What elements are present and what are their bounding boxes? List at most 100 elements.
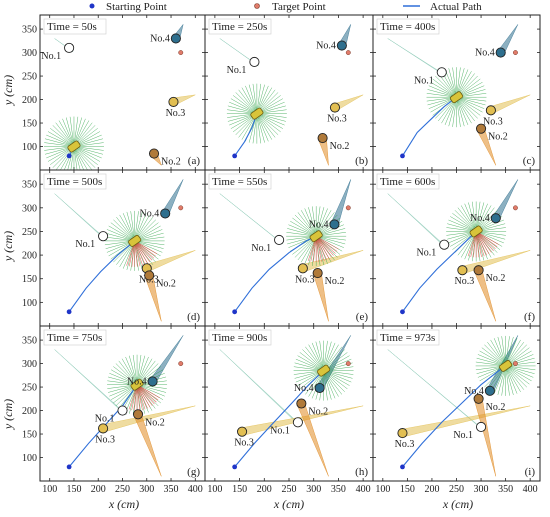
danger-ray bbox=[315, 236, 322, 262]
sensing-ray bbox=[110, 369, 138, 385]
obstacle-no1 bbox=[439, 239, 450, 250]
y-tick-label: 250 bbox=[22, 227, 37, 238]
start-point bbox=[400, 464, 405, 470]
sensing-ray bbox=[125, 356, 138, 385]
target-point bbox=[345, 361, 351, 367]
sensing-ray bbox=[115, 363, 138, 385]
time-box bbox=[208, 173, 272, 190]
time-box bbox=[376, 18, 440, 35]
sensing-ray bbox=[73, 146, 90, 173]
x-tick-label: 400 bbox=[523, 484, 538, 495]
obstacle-label: No.1 bbox=[251, 243, 271, 254]
obstacle-no3 bbox=[457, 265, 468, 276]
y-tick-label: 100 bbox=[22, 298, 37, 309]
obstacle-no2 bbox=[144, 270, 155, 281]
time-box bbox=[376, 329, 440, 346]
sensing-ray bbox=[452, 67, 457, 98]
y-tick-label: 300 bbox=[22, 203, 37, 214]
sensing-ray bbox=[69, 116, 75, 147]
sensing-ray bbox=[305, 346, 324, 371]
sensing-ray bbox=[256, 113, 285, 126]
danger-ray bbox=[316, 235, 338, 252]
sensing-ray bbox=[73, 146, 93, 171]
robot bbox=[67, 140, 81, 153]
obstacle-no1 bbox=[98, 231, 109, 242]
sensing-ray bbox=[505, 365, 525, 390]
panels-group: 100 150 200 250 300 350 No.1 No.4 No.3 No.2 Time =… bbox=[22, 14, 541, 495]
obstacle-label: No.2 bbox=[325, 276, 345, 287]
obstacle-label: No.1 bbox=[41, 51, 61, 62]
x-tick-label: 350 bbox=[331, 484, 346, 495]
y-axis-label-middle: y (cm) bbox=[1, 231, 15, 262]
obstacle-label: No.1 bbox=[270, 425, 290, 436]
sensing-ray bbox=[121, 358, 138, 385]
obstacle-no3 bbox=[397, 428, 408, 439]
robot-body bbox=[309, 230, 323, 243]
obstacle-label: No.3 bbox=[166, 108, 186, 119]
robot-body bbox=[469, 225, 483, 238]
y-tick-label: 200 bbox=[22, 251, 37, 262]
robot-body bbox=[317, 364, 331, 377]
obstacle-label: No.2 bbox=[161, 157, 181, 168]
obstacle-label: No.3 bbox=[234, 438, 254, 449]
obstacle-no4 bbox=[314, 382, 325, 394]
obstacle-label: No.4 bbox=[309, 219, 329, 230]
danger-ray bbox=[475, 231, 492, 253]
panel-letter: (e) bbox=[356, 311, 369, 323]
danger-ray bbox=[136, 384, 160, 398]
sensing-ray bbox=[55, 122, 75, 147]
obstacle-label: No.3 bbox=[327, 114, 347, 125]
danger-ray bbox=[475, 231, 482, 257]
x-tick-label: 200 bbox=[424, 484, 439, 495]
sensing-ray bbox=[308, 207, 317, 237]
panel-letter: (a) bbox=[188, 155, 201, 167]
danger-ray bbox=[475, 231, 494, 251]
sensing-ray bbox=[256, 113, 276, 138]
sensing-ray bbox=[323, 370, 345, 392]
sensing-ray bbox=[505, 365, 518, 394]
sensing-ray bbox=[428, 85, 457, 98]
obstacle-label: No.3 bbox=[95, 434, 115, 445]
legend-target-marker bbox=[254, 3, 260, 9]
sensing-ray bbox=[292, 217, 317, 237]
obstacle-label: No.4 bbox=[475, 48, 495, 59]
legend-start-marker bbox=[89, 3, 95, 9]
obstacle-no3 bbox=[98, 423, 109, 434]
panel-frame bbox=[204, 169, 374, 327]
actual-path bbox=[234, 370, 324, 468]
sensing-ray bbox=[52, 125, 75, 147]
obstacle-no3 bbox=[237, 426, 248, 437]
obstacle-label: No.4 bbox=[316, 41, 336, 52]
panel-e: No.1 No.4 No.3 No.2 Time = 550s (e) bbox=[204, 169, 374, 327]
time-label: Time = 400s bbox=[380, 21, 435, 33]
obstacle-no1 bbox=[292, 417, 303, 428]
sensing-ray bbox=[312, 206, 317, 237]
danger-ray bbox=[134, 240, 141, 267]
panel-h: 100 150 200 250 300 350 400 No.1 No.4 No.3 No.2 Tim… bbox=[204, 325, 374, 495]
y-tick-label: 350 bbox=[22, 180, 37, 191]
sensing-ray bbox=[464, 203, 477, 232]
sensing-ray bbox=[256, 113, 273, 140]
sensing-ray bbox=[116, 216, 135, 242]
sensing-ray bbox=[448, 219, 477, 232]
sensing-ray bbox=[457, 207, 477, 232]
obstacle-label: No.2 bbox=[308, 407, 328, 418]
sensing-ray bbox=[315, 341, 324, 371]
sensing-ray bbox=[505, 365, 514, 395]
obstacle-no2 bbox=[296, 398, 307, 409]
sensing-ray bbox=[505, 365, 527, 388]
x-tick-label: 350 bbox=[498, 484, 513, 495]
danger-ray bbox=[134, 240, 156, 257]
sensing-ray bbox=[126, 211, 135, 241]
sensing-ray bbox=[323, 370, 332, 400]
robot-body bbox=[449, 91, 464, 104]
sensing-ray bbox=[450, 216, 477, 232]
sensing-ray bbox=[487, 341, 506, 367]
sensing-ray bbox=[256, 113, 283, 129]
y-tick-label: 100 bbox=[22, 142, 37, 153]
x-axis-label-center: x (cm) bbox=[273, 497, 304, 511]
sensing-ray bbox=[501, 336, 506, 366]
panel-letter: (h) bbox=[355, 466, 368, 478]
panel-b: No.1 No.4 No.3 No.2 Time = 250s (b) bbox=[204, 14, 374, 171]
